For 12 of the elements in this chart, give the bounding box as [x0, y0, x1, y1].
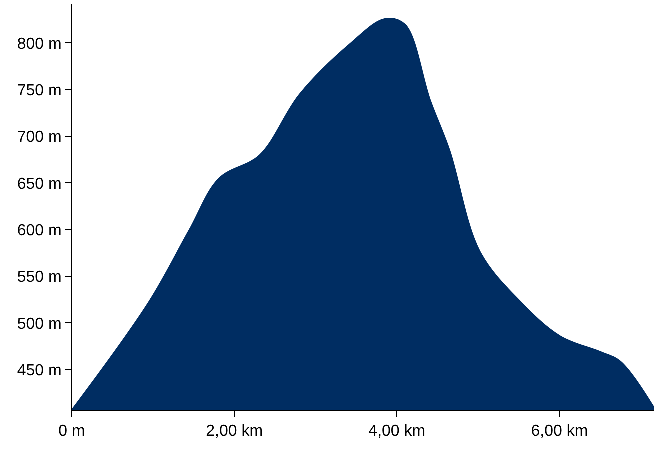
y-tick-label: 800 m — [17, 36, 62, 53]
y-tick-label: 450 m — [17, 362, 62, 380]
x-tick-label: 2,00 km — [206, 423, 264, 440]
x-tick-label: 6,00 km — [531, 423, 588, 440]
x-tick-label: 4,00 km — [368, 423, 426, 440]
x-tick-label: 0 m — [58, 423, 86, 440]
y-tick-label: 600 m — [17, 222, 62, 240]
y-tick-label: 750 m — [17, 82, 62, 100]
y-tick-label: 700 m — [17, 129, 62, 146]
y-tick-label: 550 m — [17, 269, 62, 286]
y-tick-label: 500 m — [17, 316, 62, 333]
y-tick-label: 650 m — [17, 176, 62, 193]
